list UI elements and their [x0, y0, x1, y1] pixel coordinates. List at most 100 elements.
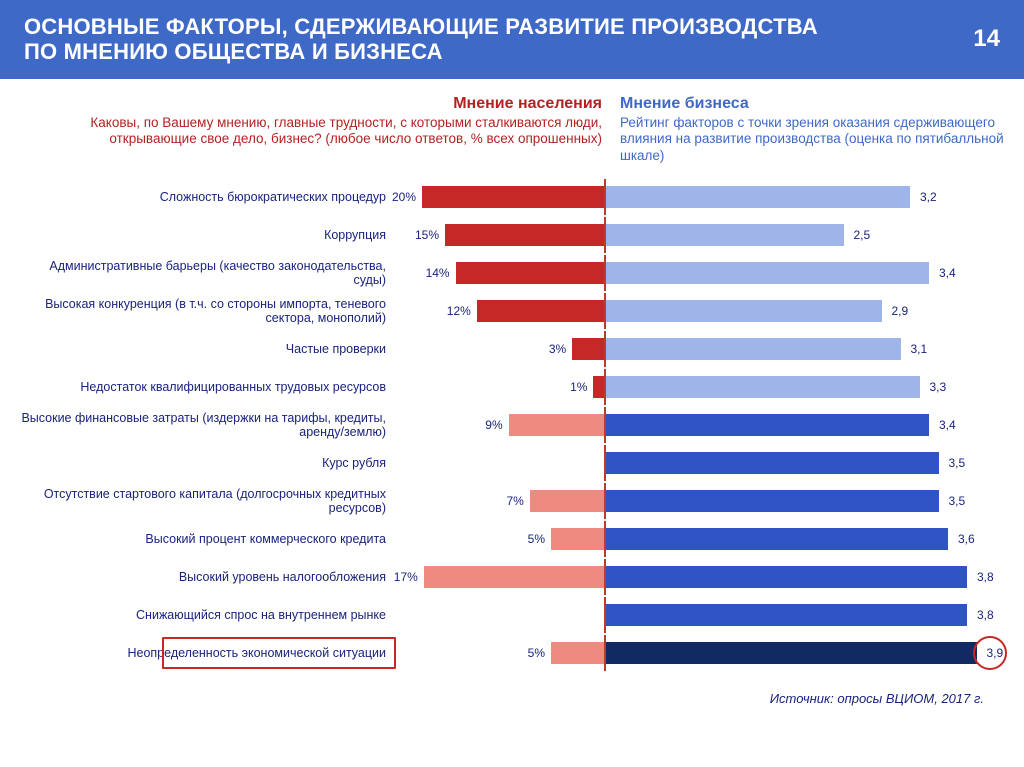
right-bar-track: 3,4 — [606, 413, 1010, 437]
right-bar — [606, 224, 844, 246]
factor-label: Снижающийся спрос на внутреннем рынке — [14, 608, 392, 622]
chart-row: Снижающийся спрос на внутреннем рынке 3,8 — [14, 597, 1010, 633]
left-bar-track: 9% — [392, 413, 604, 437]
right-bar — [606, 414, 929, 436]
subtitles: Мнение населения Каковы, по Вашему мнени… — [0, 95, 1024, 166]
butterfly-chart: Сложность бюрократических процедур20% 3,2… — [0, 179, 1024, 673]
chart-row: Частые проверки 3% 3,1 — [14, 331, 1010, 367]
chart-row: Сложность бюрократических процедур20% 3,2 — [14, 179, 1010, 215]
factor-label: Недостаток квалифицированных трудовых ре… — [14, 380, 392, 394]
right-bar — [606, 604, 967, 626]
chart-row: Административные барьеры (качество закон… — [14, 255, 1010, 291]
left-value-label: 12% — [447, 304, 471, 318]
subtitle-left-body: Каковы, по Вашему мнению, главные трудно… — [18, 115, 602, 149]
right-value-label: 2,5 — [854, 228, 871, 242]
right-value-label: 3,4 — [939, 266, 956, 280]
left-bar-track: 15% — [392, 223, 604, 247]
right-value-label: 3,2 — [920, 190, 937, 204]
subtitle-left: Мнение населения Каковы, по Вашему мнени… — [18, 95, 612, 166]
right-value-label: 3,9 — [987, 646, 1004, 660]
right-bar-track: 3,1 — [606, 337, 1010, 361]
left-bar-track: 12% — [392, 299, 604, 323]
left-bar — [593, 376, 604, 398]
right-bar — [606, 376, 920, 398]
left-value-label: 7% — [506, 494, 523, 508]
right-bar — [606, 452, 939, 474]
right-bar — [606, 528, 948, 550]
factor-label: Неопределенность экономической ситуации — [14, 646, 392, 660]
right-value-label: 3,5 — [949, 494, 966, 508]
left-value-label: 14% — [426, 266, 450, 280]
chart-row: Высокий уровень налогообложения17% 3,8 — [14, 559, 1010, 595]
right-value-label: 3,4 — [939, 418, 956, 432]
right-bar-track: 3,2 — [606, 185, 1010, 209]
right-bar — [606, 186, 910, 208]
factor-label: Высокий процент коммерческого кредита — [14, 532, 392, 546]
right-value-label: 3,5 — [949, 456, 966, 470]
factor-label: Частые проверки — [14, 342, 392, 356]
right-bar — [606, 490, 939, 512]
left-bar — [422, 186, 604, 208]
left-bar-track: 5% — [392, 527, 604, 551]
right-bar-track: 3,8 — [606, 603, 1010, 627]
right-bar-track: 3,8 — [606, 565, 1010, 589]
chart-row: Недостаток квалифицированных трудовых ре… — [14, 369, 1010, 405]
right-bar — [606, 642, 977, 664]
page-title-line1: ОСНОВНЫЕ ФАКТОРЫ, СДЕРЖИВАЮЩИЕ РАЗВИТИЕ … — [24, 14, 818, 39]
factor-label: Коррупция — [14, 228, 392, 242]
right-value-label: 3,6 — [958, 532, 975, 546]
source-note: Источник: опросы ВЦИОМ, 2017 г. — [0, 691, 1024, 706]
subtitle-right-body: Рейтинг факторов с точки зрения оказания… — [620, 115, 1004, 166]
left-value-label: 9% — [485, 418, 502, 432]
left-bar — [424, 566, 604, 588]
left-bar-track — [392, 451, 604, 475]
right-value-label: 3,8 — [977, 570, 994, 584]
chart-row: Высокие финансовые затраты (издержки на … — [14, 407, 1010, 443]
right-bar — [606, 566, 967, 588]
chart-row: Высокая конкуренция (в т.ч. со стороны и… — [14, 293, 1010, 329]
right-bar-track: 2,9 — [606, 299, 1010, 323]
right-bar-track: 3,5 — [606, 451, 1010, 475]
left-bar-track: 5% — [392, 641, 604, 665]
chart-row: Неопределенность экономической ситуации 5… — [14, 635, 1010, 671]
left-bar — [551, 528, 604, 550]
left-bar-track: 7% — [392, 489, 604, 513]
left-bar — [530, 490, 604, 512]
right-bar — [606, 338, 901, 360]
right-bar — [606, 262, 929, 284]
factor-label: Высокий уровень налогообложения — [14, 570, 392, 584]
left-bar-track: 20% — [392, 185, 604, 209]
subtitle-right-title: Мнение бизнеса — [620, 95, 1004, 113]
left-bar-track: 1% — [392, 375, 604, 399]
factor-label: Сложность бюрократических процедур — [14, 190, 392, 204]
factor-label: Отсутствие стартового капитала (долгосро… — [14, 487, 392, 516]
right-value-label: 3,3 — [930, 380, 947, 394]
left-value-label: 20% — [392, 190, 416, 204]
right-bar — [606, 300, 882, 322]
chart-row: Курс рубля3,5 — [14, 445, 1010, 481]
subtitle-left-title: Мнение населения — [18, 95, 602, 113]
header-band: ОСНОВНЫЕ ФАКТОРЫ, СДЕРЖИВАЮЩИЕ РАЗВИТИЕ … — [0, 0, 1024, 79]
left-value-label: 5% — [528, 646, 545, 660]
left-value-label: 1% — [570, 380, 587, 394]
factor-label: Высокие финансовые затраты (издержки на … — [14, 411, 392, 440]
right-bar-track: 3,4 — [606, 261, 1010, 285]
chart-row: Отсутствие стартового капитала (долгосро… — [14, 483, 1010, 519]
left-bar-track: 14% — [392, 261, 604, 285]
left-bar — [572, 338, 604, 360]
left-value-label: 3% — [549, 342, 566, 356]
right-bar-track: 3,9 — [606, 641, 1010, 665]
factor-label: Административные барьеры (качество закон… — [14, 259, 392, 288]
page-title: ОСНОВНЫЕ ФАКТОРЫ, СДЕРЖИВАЮЩИЕ РАЗВИТИЕ … — [24, 14, 818, 65]
right-bar-track: 3,6 — [606, 527, 1010, 551]
left-bar-track: 17% — [392, 565, 604, 589]
left-value-label: 15% — [415, 228, 439, 242]
right-value-label: 3,8 — [977, 608, 994, 622]
left-bar-track — [392, 603, 604, 627]
chart-row: Коррупция 15% 2,5 — [14, 217, 1010, 253]
right-value-label: 2,9 — [892, 304, 909, 318]
left-bar — [445, 224, 604, 246]
right-bar-track: 3,5 — [606, 489, 1010, 513]
left-bar — [509, 414, 604, 436]
right-bar-track: 3,3 — [606, 375, 1010, 399]
